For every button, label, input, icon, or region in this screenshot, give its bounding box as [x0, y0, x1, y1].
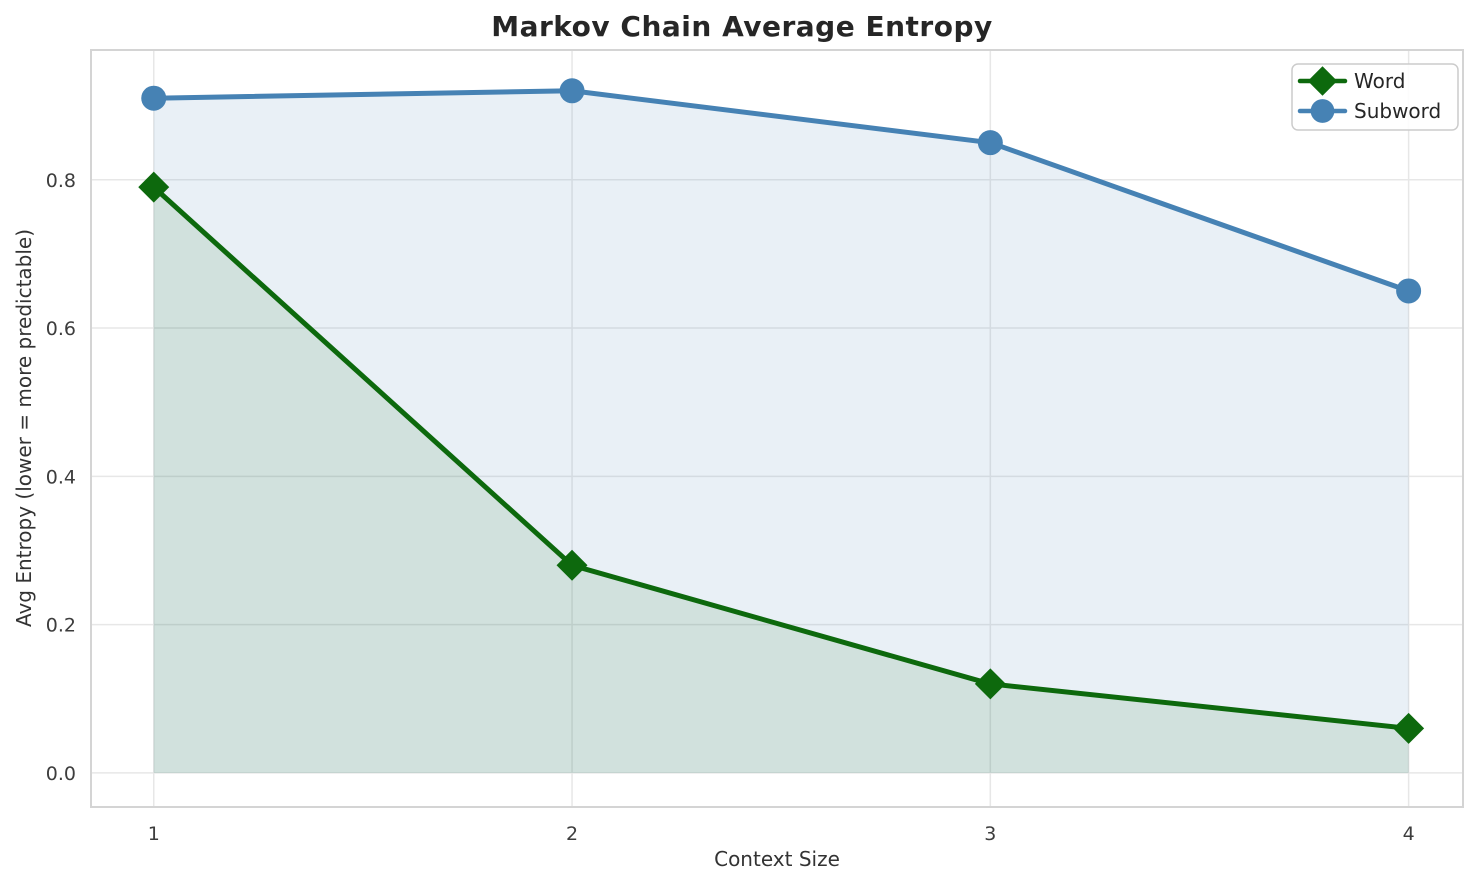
- x-tick-label: 3: [984, 823, 996, 845]
- data-point-subword: [1396, 278, 1422, 304]
- y-tick-label: 0.8: [46, 170, 76, 192]
- plot-border: [90, 49, 1464, 808]
- y-tick-label: 0.4: [46, 466, 76, 488]
- x-axis-label: Context Size: [714, 847, 840, 871]
- data-point-word: [138, 171, 170, 203]
- y-tick-label: 0.0: [46, 763, 76, 785]
- legend: Word Subword: [1291, 63, 1459, 131]
- series-line-subword: [151, 88, 1412, 294]
- legend-label-subword: Subword: [1354, 99, 1441, 123]
- x-tick-label: 2: [566, 823, 578, 845]
- data-point-subword: [141, 85, 167, 111]
- area-fill-subword: [153, 90, 1409, 773]
- data-point-subword: [977, 130, 1003, 156]
- chart-title: Markov Chain Average Entropy: [491, 10, 993, 43]
- legend-label-word: Word: [1354, 69, 1405, 93]
- x-tick-label: 1: [148, 823, 160, 845]
- x-tick-label: 4: [1403, 823, 1415, 845]
- data-point-word: [974, 668, 1006, 700]
- data-point-word: [556, 549, 588, 581]
- y-tick-label: 0.6: [46, 318, 76, 340]
- area-fill-word: [153, 187, 1409, 773]
- series-line-word: [151, 184, 1412, 731]
- data-point-subword: [559, 78, 585, 104]
- y-tick-label: 0.2: [46, 615, 76, 637]
- data-point-word: [1393, 712, 1425, 744]
- legend-marker-subword: [1310, 99, 1335, 123]
- legend-marker-word: [1307, 66, 1338, 96]
